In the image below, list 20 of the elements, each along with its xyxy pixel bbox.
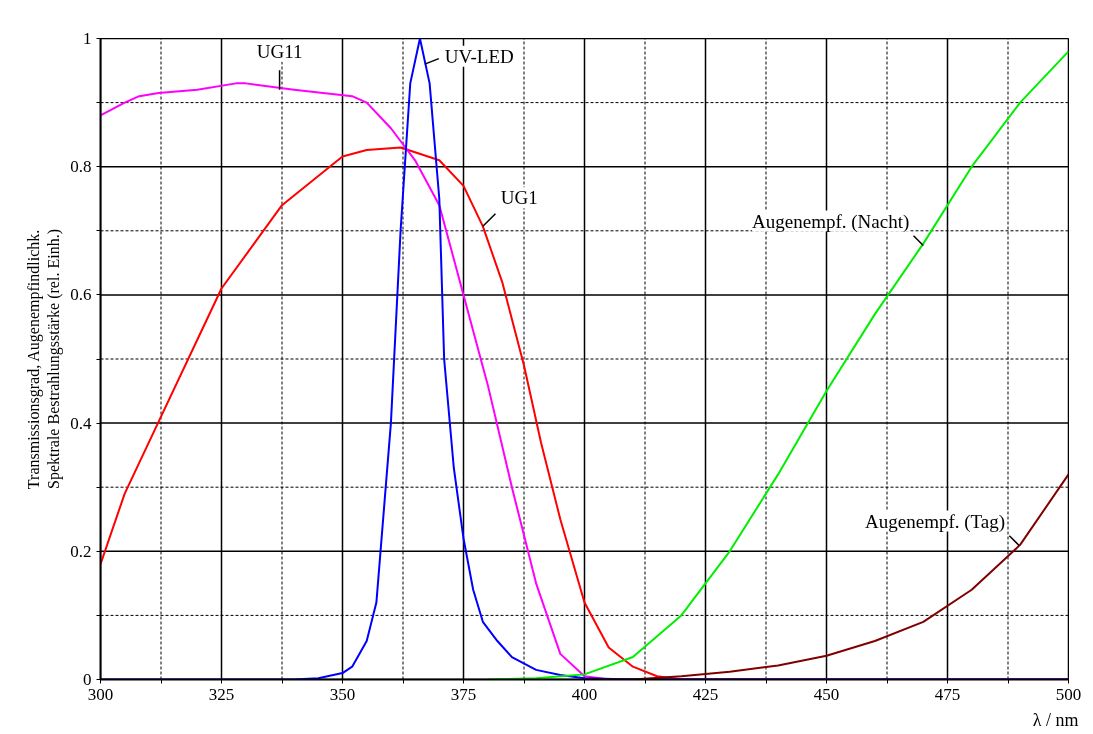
annotation: UG1: [500, 187, 538, 209]
y-tick-label: 0.4: [70, 413, 92, 433]
y-tick-label: 0.6: [70, 285, 92, 305]
y-axis-title: Transmissionsgrad, Augenempfindlichk. Spektrale Bestrahlungsstärke (rel. Einh.): [24, 229, 64, 490]
x-tick-label: 425: [692, 684, 719, 704]
annotation: UV-LED: [444, 45, 514, 67]
x-tick-label: 325: [208, 684, 235, 704]
x-tick-label: 350: [329, 684, 356, 704]
x-tick-label: 450: [813, 684, 840, 704]
x-tick-label: 500: [1055, 684, 1082, 704]
y-tick-label: 0.2: [70, 541, 92, 561]
x-axis-title: λ / nm: [1032, 709, 1079, 730]
x-tick-label: 375: [450, 684, 477, 704]
x-tick-label: 475: [934, 684, 961, 704]
annotation: Augenempf. (Tag): [865, 510, 1006, 533]
annotation: Augenempf. (Nacht): [752, 210, 910, 233]
y-tick-label: 1: [83, 29, 92, 48]
annotation: UG11: [256, 40, 303, 62]
x-tick-label: 400: [571, 684, 598, 704]
y-tick-label: 0.8: [70, 157, 92, 177]
